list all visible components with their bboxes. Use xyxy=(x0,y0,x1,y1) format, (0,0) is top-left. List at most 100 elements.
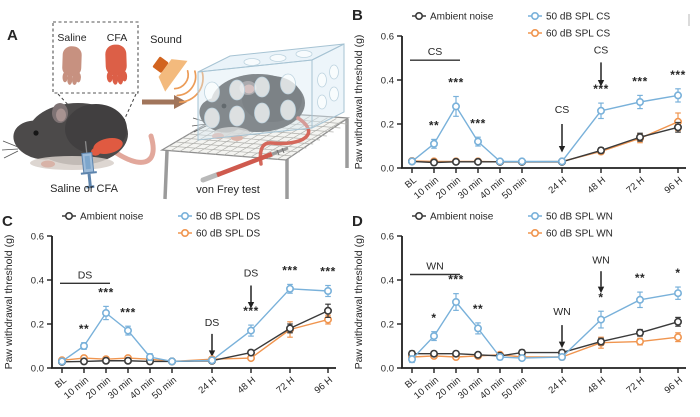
decorative-shape xyxy=(62,46,82,77)
y-tick-label: 0.2 xyxy=(381,320,394,331)
data-point-marker xyxy=(518,354,527,363)
legend-label: 60 dB SPL CS xyxy=(546,29,610,40)
x-tick-label: 48 H xyxy=(585,375,608,396)
mouse-foot xyxy=(41,160,55,168)
panel-letter: B xyxy=(352,7,363,24)
legend-marker xyxy=(415,212,424,221)
decorative-shape xyxy=(86,185,95,189)
legend-marker xyxy=(531,212,540,221)
table-leg xyxy=(163,150,169,200)
data-point-marker xyxy=(597,315,606,324)
decorative-shape xyxy=(271,146,289,156)
decorative-shape xyxy=(72,73,78,86)
panel-c-chart: C Ambient noise 50 dB SPL DS 60 dB SPL DS 0.… xyxy=(2,212,336,402)
series-line xyxy=(412,321,679,357)
cfa-paw xyxy=(105,44,128,85)
significance-stars: *** xyxy=(282,264,298,278)
significance-stars: *** xyxy=(470,116,486,130)
decorative-shape xyxy=(62,71,68,83)
x-tick-label: 48 H xyxy=(235,375,258,396)
x-tick-label: 96 H xyxy=(662,175,685,196)
stimulus-arrow-label: WN xyxy=(592,255,610,267)
x-tick-label: 50 min xyxy=(500,175,529,200)
stimulus-arrow-label: WN xyxy=(553,306,571,318)
data-point-marker xyxy=(168,357,177,366)
significance-stars: *** xyxy=(98,286,114,300)
series-line xyxy=(61,288,329,363)
decorative-shape xyxy=(254,102,270,124)
y-tick-label: 0.6 xyxy=(381,32,394,43)
data-point-marker xyxy=(323,306,332,315)
data-point-marker xyxy=(452,157,461,166)
stimulus-arrow-head xyxy=(558,146,566,153)
decorative-shape xyxy=(243,84,255,94)
x-tick-label: 72 H xyxy=(624,175,647,196)
y-tick-label: 0.4 xyxy=(381,76,394,87)
series-line xyxy=(411,94,679,163)
x-tick-label: 96 H xyxy=(662,375,685,396)
data-point-marker xyxy=(430,332,439,341)
data-point-marker xyxy=(496,353,505,362)
data-point-marker xyxy=(57,357,66,366)
y-tick-label: 0.6 xyxy=(381,232,394,243)
y-tick-label: 0.0 xyxy=(31,364,44,375)
stimulus-arrow-head xyxy=(208,350,216,357)
data-point-marker xyxy=(247,348,256,357)
significance-stars: *** xyxy=(320,265,336,279)
significance-stars: *** xyxy=(593,82,609,96)
x-tick-label: 24 H xyxy=(546,175,569,196)
decorative-shape xyxy=(295,50,313,58)
x-tick-label: 50 min xyxy=(500,375,529,402)
data-point-marker xyxy=(673,333,682,342)
decorative-shape xyxy=(90,147,101,156)
decorative-shape xyxy=(117,72,124,85)
decorative-shape xyxy=(329,86,339,102)
stimulus-arrow-head xyxy=(597,80,605,87)
significance-stars: *** xyxy=(632,75,648,89)
syringe-icon xyxy=(80,141,97,189)
data-point-marker xyxy=(635,133,644,142)
legend-label: 60 dB SPL DS xyxy=(196,229,260,240)
series-line xyxy=(411,336,679,358)
y-axis-label: Paw withdrawal threshold (g) xyxy=(353,235,365,370)
y-tick-label: 0.0 xyxy=(381,164,394,175)
data-point-marker xyxy=(430,158,439,167)
test-label: von Frey test xyxy=(196,184,260,196)
data-point-marker xyxy=(124,326,133,335)
panel-b-chart: B Ambient noise 50 dB SPL CS 60 dB SPL CS 0.… xyxy=(352,7,690,202)
data-point-marker xyxy=(635,295,644,304)
y-tick-label: 0.4 xyxy=(381,276,394,287)
legend-marker xyxy=(531,28,540,37)
x-tick-label: 24 H xyxy=(196,375,219,396)
data-point-marker xyxy=(102,309,111,318)
speaker-icon xyxy=(152,56,204,104)
data-point-marker xyxy=(285,324,294,333)
significance-stars: *** xyxy=(670,68,686,82)
legend-marker xyxy=(181,228,190,237)
data-point-marker xyxy=(474,324,483,333)
y-axis-label: Paw withdrawal threshold (g) xyxy=(353,35,365,170)
x-tick-label: 96 H xyxy=(312,375,335,396)
legend-label: 50 dB SPL CS xyxy=(546,12,610,23)
decorative-shape xyxy=(229,79,245,101)
decorative-shape xyxy=(152,56,169,73)
panel-a-illustration: A Saline CFA xyxy=(1,21,350,200)
decorative-shape xyxy=(200,171,222,183)
decorative-shape xyxy=(105,44,127,76)
data-point-marker xyxy=(597,106,606,115)
saline-label: Saline xyxy=(57,32,86,44)
inset-box xyxy=(52,21,139,94)
decorative-shape xyxy=(13,120,67,160)
stimulus-arrow-label: CS xyxy=(594,45,609,57)
mouse-injection xyxy=(1,103,156,170)
decorative-shape xyxy=(216,151,273,178)
decorative-shape xyxy=(87,173,92,187)
sound-label: Sound xyxy=(150,34,182,46)
x-tick-label: 48 H xyxy=(585,175,608,196)
decorative-shape xyxy=(84,141,88,155)
mouse-whiskers xyxy=(191,117,207,133)
decorative-shape xyxy=(280,99,296,121)
cfa-label: CFA xyxy=(107,32,127,44)
mouse-whiskers xyxy=(1,140,19,159)
